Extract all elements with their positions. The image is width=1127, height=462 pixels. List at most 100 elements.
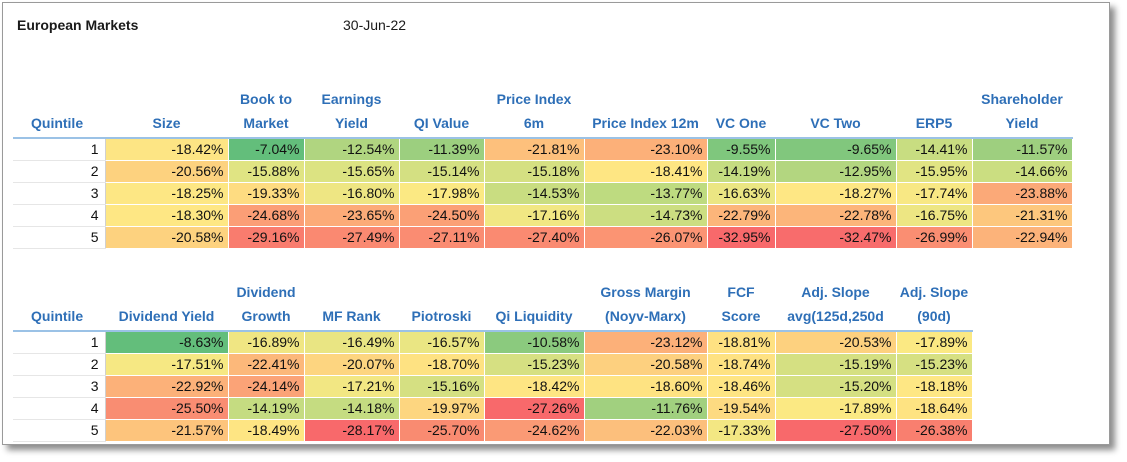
table-cell: -22.78% bbox=[775, 204, 897, 227]
column-header: Adj. Slope (90d) bbox=[896, 280, 972, 332]
table-cell: -10.58% bbox=[484, 331, 585, 354]
column-header: QI Value bbox=[399, 87, 484, 139]
table-row: 4 -18.30% -24.68% -23.65% -24.50% -17.16% -14.… bbox=[13, 204, 1073, 227]
table-row: 5 -21.57% -18.49% -28.17% -25.70% -24.62% -22.… bbox=[13, 419, 973, 442]
table-cell: -17.21% bbox=[304, 375, 400, 398]
table-cell: -23.10% bbox=[584, 138, 708, 161]
table-cell: -24.50% bbox=[399, 204, 485, 227]
table-cell: -18.25% bbox=[105, 182, 229, 205]
column-header: Price Index 6m bbox=[484, 87, 584, 139]
table-cell: -20.56% bbox=[105, 160, 229, 183]
table-cell: -27.50% bbox=[775, 419, 897, 442]
table-cell: -18.64% bbox=[896, 397, 973, 420]
table-cell: -18.30% bbox=[105, 204, 229, 227]
table-cell: -15.14% bbox=[399, 160, 485, 183]
column-header: VC One bbox=[707, 87, 775, 139]
table-cell: -23.65% bbox=[304, 204, 400, 227]
quintile-number: 2 bbox=[13, 353, 106, 376]
table-cell: -22.03% bbox=[584, 419, 708, 442]
table-cell: -15.19% bbox=[775, 353, 897, 376]
table-cell: -18.60% bbox=[584, 375, 708, 398]
table-cell: -32.47% bbox=[775, 226, 897, 249]
table-cell: -24.62% bbox=[484, 419, 585, 442]
column-header: Adj. Slope avg(125d,250d bbox=[775, 280, 896, 332]
table-cell: -19.97% bbox=[399, 397, 485, 420]
table-cell: -18.81% bbox=[707, 331, 776, 354]
table-cell: -8.63% bbox=[105, 331, 229, 354]
quintile-number: 4 bbox=[13, 204, 106, 227]
table-cell: -18.27% bbox=[775, 182, 897, 205]
sheet-date: 30-Jun-22 bbox=[343, 17, 407, 33]
column-header: MF Rank bbox=[304, 280, 399, 332]
table-row: 1 -8.63% -16.89% -16.49% -16.57% -10.58% -23.1… bbox=[13, 331, 973, 354]
table-cell: -15.20% bbox=[775, 375, 897, 398]
table-cell: -18.41% bbox=[584, 160, 708, 183]
table-cell: -27.26% bbox=[484, 397, 585, 420]
column-header: Book to Market bbox=[228, 87, 304, 139]
table-cell: -27.49% bbox=[304, 226, 400, 249]
table-cell: -26.07% bbox=[584, 226, 708, 249]
quintile-number: 2 bbox=[13, 160, 106, 183]
table-cell: -26.99% bbox=[896, 226, 973, 249]
table-cell: -11.39% bbox=[399, 138, 485, 161]
table-cell: -15.88% bbox=[228, 160, 305, 183]
table-cell: -18.74% bbox=[707, 353, 776, 376]
table-cell: -16.89% bbox=[228, 331, 305, 354]
quintile-number: 3 bbox=[13, 375, 106, 398]
table-cell: -9.65% bbox=[775, 138, 897, 161]
table-cell: -25.50% bbox=[105, 397, 229, 420]
table-cell: -19.54% bbox=[707, 397, 776, 420]
quintile-number: 1 bbox=[13, 138, 106, 161]
table-cell: -16.57% bbox=[399, 331, 485, 354]
quintile-number: 1 bbox=[13, 331, 106, 354]
table-cell: -26.38% bbox=[896, 419, 973, 442]
table-cell: -22.94% bbox=[972, 226, 1073, 249]
table-cell: -27.11% bbox=[399, 226, 485, 249]
table-cell: -12.54% bbox=[304, 138, 400, 161]
table-cell: -18.46% bbox=[707, 375, 776, 398]
table-cell: -15.23% bbox=[896, 353, 973, 376]
table-cell: -15.23% bbox=[484, 353, 585, 376]
table-cell: -7.04% bbox=[228, 138, 305, 161]
table-cell: -14.19% bbox=[707, 160, 776, 183]
table-row: 1 -18.42% -7.04% -12.54% -11.39% -21.81% -23.1… bbox=[13, 138, 1073, 161]
quintile-number: 3 bbox=[13, 182, 106, 205]
column-header: FCF Score bbox=[707, 280, 775, 332]
sheet-title: European Markets bbox=[17, 17, 139, 33]
table-row: 2 -17.51% -22.41% -20.07% -18.70% -15.23% -20.… bbox=[13, 353, 973, 376]
table-cell: -18.18% bbox=[896, 375, 973, 398]
table-cell: -20.53% bbox=[775, 331, 897, 354]
table-cell: -28.17% bbox=[304, 419, 400, 442]
table-cell: -22.79% bbox=[707, 204, 776, 227]
table-row: 3 -18.25% -19.33% -16.80% -17.98% -14.53% -13.… bbox=[13, 182, 1073, 205]
table-cell: -25.70% bbox=[399, 419, 485, 442]
table-cell: -19.33% bbox=[228, 182, 305, 205]
table-cell: -11.57% bbox=[972, 138, 1073, 161]
quintile-header: Quintile bbox=[13, 280, 105, 332]
quintile-table-2: Quintile Dividend Yield Dividend Growth MF … bbox=[13, 280, 973, 442]
table-cell: -12.95% bbox=[775, 160, 897, 183]
table-cell: -24.68% bbox=[228, 204, 305, 227]
table-cell: -15.16% bbox=[399, 375, 485, 398]
table-row: 5 -20.58% -29.16% -27.49% -27.11% -27.40% -26.… bbox=[13, 226, 1073, 249]
quintile-header: Quintile bbox=[13, 87, 105, 139]
table-cell: -9.55% bbox=[707, 138, 776, 161]
table-cell: -16.49% bbox=[304, 331, 400, 354]
table-cell: -14.18% bbox=[304, 397, 400, 420]
column-header: Price Index 12m bbox=[584, 87, 707, 139]
table-cell: -16.63% bbox=[707, 182, 776, 205]
table-cell: -20.58% bbox=[584, 353, 708, 376]
table-cell: -27.40% bbox=[484, 226, 585, 249]
table-row: 4 -25.50% -14.19% -14.18% -19.97% -27.26% -11.… bbox=[13, 397, 973, 420]
table-cell: -29.16% bbox=[228, 226, 305, 249]
quintile-number: 5 bbox=[13, 226, 106, 249]
table-cell: -21.57% bbox=[105, 419, 229, 442]
table-cell: -18.42% bbox=[484, 375, 585, 398]
table-cell: -14.19% bbox=[228, 397, 305, 420]
table-cell: -32.95% bbox=[707, 226, 776, 249]
table-cell: -17.16% bbox=[484, 204, 585, 227]
column-header: VC Two bbox=[775, 87, 896, 139]
table-cell: -21.81% bbox=[484, 138, 585, 161]
table-cell: -14.73% bbox=[584, 204, 708, 227]
table-row: 3 -22.92% -24.14% -17.21% -15.16% -18.42% -18.… bbox=[13, 375, 973, 398]
